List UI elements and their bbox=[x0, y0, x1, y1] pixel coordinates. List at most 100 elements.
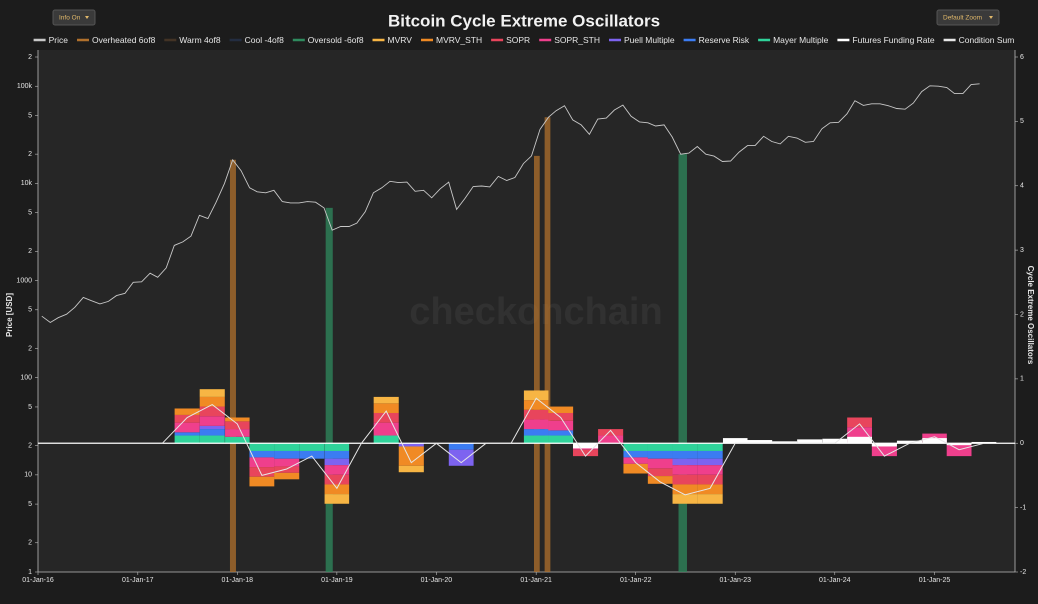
signal-band bbox=[544, 117, 551, 572]
plot-area bbox=[38, 50, 1015, 572]
oscillator-bar bbox=[274, 466, 300, 473]
y-axis-title: Price [USD] bbox=[5, 293, 14, 337]
funding-bar bbox=[871, 443, 897, 447]
y-tick-label: 2 bbox=[28, 345, 32, 352]
y-tick-label: 5 bbox=[28, 112, 32, 119]
funding-bar bbox=[822, 438, 848, 444]
oscillator-bar bbox=[373, 435, 399, 444]
dropdown-arrow bbox=[85, 16, 89, 19]
legend-item: Futures Funding Rate bbox=[837, 35, 935, 45]
legend-item: SOPR_STH bbox=[539, 35, 600, 45]
oscillator-bar bbox=[398, 465, 424, 473]
oscillator-bar bbox=[174, 422, 200, 433]
oscillator-bar bbox=[523, 400, 549, 410]
oscillator-bar bbox=[647, 458, 673, 469]
y-tick-label: 100k bbox=[17, 83, 33, 90]
oscillator-bar bbox=[324, 484, 350, 495]
y-tick-label: 5 bbox=[28, 307, 32, 314]
button-frame bbox=[936, 9, 1000, 26]
oscillator-bar bbox=[199, 435, 225, 444]
oscillator-bar bbox=[672, 465, 698, 475]
oscillator-bar bbox=[697, 450, 723, 459]
legend-item: SOPR bbox=[491, 35, 530, 45]
legend-item: Puell Multiple bbox=[609, 35, 675, 45]
legend-label: Price bbox=[49, 35, 69, 45]
oscillator-bar bbox=[647, 476, 673, 484]
funding-bar bbox=[572, 443, 599, 449]
y2-tick-label: 2 bbox=[1020, 311, 1024, 318]
oscillator-bar bbox=[274, 443, 300, 451]
button-label: Default Zoom bbox=[943, 15, 982, 22]
oscillator-bar bbox=[174, 432, 200, 436]
y2-tick-label: 1 bbox=[1020, 376, 1024, 383]
y-tick-label: 2 bbox=[28, 248, 32, 255]
legend-label: Mayer Multiple bbox=[773, 35, 829, 45]
y2-tick-label: -2 bbox=[1020, 569, 1026, 576]
y2-tick-label: 0 bbox=[1020, 440, 1024, 447]
oscillator-bar bbox=[324, 474, 350, 485]
oscillator-bar bbox=[324, 443, 350, 451]
legend-label: Futures Funding Rate bbox=[852, 35, 934, 45]
oscillator-bar bbox=[249, 476, 275, 487]
oscillator-bar bbox=[174, 408, 200, 415]
y-tick-label: 1000 bbox=[16, 277, 32, 284]
oscillator-bar bbox=[299, 450, 325, 459]
info-button[interactable]: Info On bbox=[52, 9, 96, 26]
oscillator-bar bbox=[199, 425, 225, 430]
y-tick-label: 5 bbox=[28, 209, 32, 216]
x-tick-label: 01-Jan-24 bbox=[819, 577, 851, 584]
oscillator-bar bbox=[697, 458, 723, 466]
y-tick-label: 2 bbox=[28, 540, 32, 547]
oscillator-bar bbox=[373, 403, 399, 413]
legend-label: MVRV bbox=[388, 35, 413, 45]
oscillator-bar bbox=[199, 406, 225, 417]
zoom-button[interactable]: Default Zoom bbox=[936, 9, 1000, 26]
funding-bar bbox=[747, 440, 773, 444]
y-tick-label: 10k bbox=[21, 180, 33, 187]
legend-label: Warm 4of8 bbox=[179, 35, 221, 45]
legend-item: Price bbox=[33, 35, 69, 45]
oscillator-bar bbox=[672, 443, 698, 451]
x-tick-label: 01-Jan-19 bbox=[321, 577, 353, 584]
legend-label: Overheated 6of8 bbox=[92, 35, 156, 45]
oscillator-bar bbox=[697, 474, 723, 485]
x-tick-label: 01-Jan-18 bbox=[222, 577, 254, 584]
oscillator-bar bbox=[647, 468, 673, 477]
oscillator-bar bbox=[523, 429, 549, 436]
oscillator-bar bbox=[225, 421, 250, 430]
oscillator-bar bbox=[274, 458, 300, 467]
legend-item: Condition Sum bbox=[943, 35, 1014, 45]
y2-tick-label: -1 bbox=[1020, 504, 1026, 511]
oscillator-bar bbox=[697, 494, 723, 504]
oscillator-bar bbox=[174, 414, 200, 423]
oscillator-bar bbox=[274, 450, 300, 459]
funding-bar bbox=[772, 441, 798, 444]
oscillator-bar bbox=[672, 474, 698, 485]
oscillator-bar bbox=[225, 417, 250, 422]
oscillator-bar bbox=[697, 443, 723, 451]
signal-band bbox=[229, 159, 236, 572]
legend: Price Overheated 6of8 Warm 4of8 Cool -4of8 O… bbox=[33, 35, 1014, 45]
funding-bar bbox=[971, 441, 997, 444]
legend-label: Oversold -6of8 bbox=[308, 35, 364, 45]
price-line bbox=[41, 83, 980, 324]
y2-tick-label: 3 bbox=[1020, 247, 1024, 254]
funding-bar bbox=[722, 438, 748, 444]
oscillator-bar bbox=[373, 422, 399, 436]
oscillator-bar bbox=[548, 412, 574, 421]
y2-tick-label: 6 bbox=[1020, 54, 1024, 61]
oscillator-bar bbox=[398, 443, 424, 447]
oscillator-bar bbox=[672, 494, 698, 504]
oscillator-bar bbox=[199, 429, 225, 436]
legend-label: SOPR_STH bbox=[554, 35, 600, 45]
oscillator-bar bbox=[847, 417, 872, 428]
x-tick-label: 01-Jan-17 bbox=[122, 577, 154, 584]
oscillator-bar bbox=[249, 443, 275, 451]
button-label: Info On bbox=[59, 15, 81, 22]
oscillator-bar bbox=[199, 389, 225, 397]
y2-tick-label: 4 bbox=[1020, 183, 1024, 190]
oscillator-bar bbox=[672, 458, 698, 466]
oscillator-bar bbox=[249, 457, 275, 468]
funding-bar bbox=[847, 436, 872, 444]
